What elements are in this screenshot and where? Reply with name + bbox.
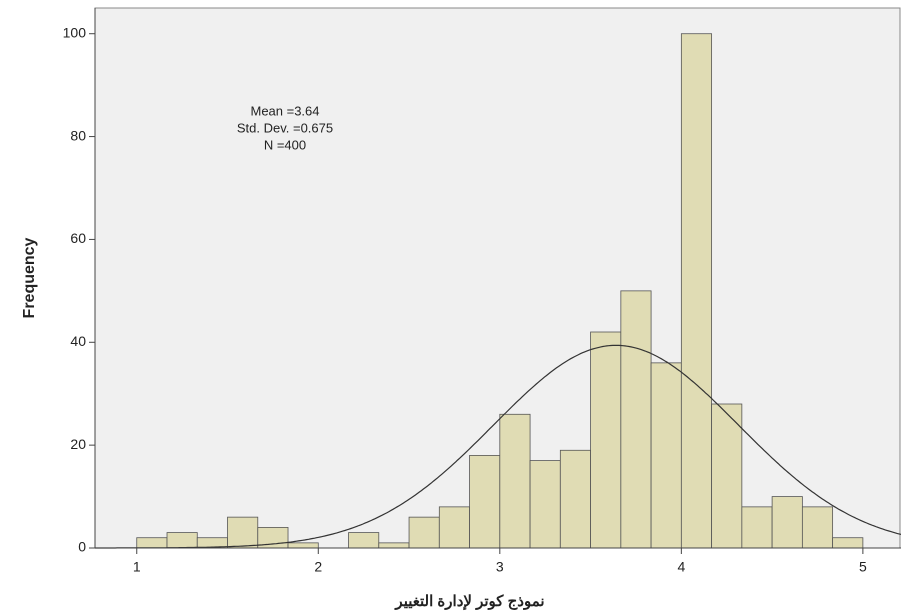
normal-curve <box>95 344 901 549</box>
bar <box>287 542 319 549</box>
bar <box>136 537 168 549</box>
bar <box>348 532 380 549</box>
y-tick-label: 20 <box>70 436 86 452</box>
bar <box>469 455 501 549</box>
x-tick-label: 4 <box>677 559 685 575</box>
bar <box>590 331 622 549</box>
bar <box>741 506 773 549</box>
bar <box>771 496 803 549</box>
y-tick-label: 0 <box>78 539 86 555</box>
stat-label: N =400 <box>264 137 306 152</box>
stat-label: Mean =3.64 <box>250 103 319 118</box>
y-tick-label: 40 <box>70 333 86 349</box>
bar <box>711 403 743 549</box>
stat-label: Std. Dev. =0.675 <box>237 120 333 135</box>
bar <box>227 516 259 549</box>
y-tick-label: 80 <box>70 127 86 143</box>
bar <box>166 532 198 549</box>
bar <box>438 506 470 549</box>
x-tick-label: 1 <box>133 559 141 575</box>
y-tick-label: 60 <box>70 230 86 246</box>
x-tick-label: 2 <box>314 559 322 575</box>
bar <box>832 537 864 549</box>
x-axis-label: نموذج كوتر لإدارة التغيير <box>394 593 544 610</box>
bar <box>620 290 652 549</box>
bar <box>680 33 713 549</box>
bar <box>408 516 440 549</box>
x-tick-label: 5 <box>859 559 867 575</box>
y-tick-label: 100 <box>63 24 87 40</box>
bar <box>650 362 682 549</box>
bar <box>559 449 591 549</box>
bar <box>499 413 531 549</box>
bar <box>378 542 410 549</box>
bar <box>801 506 834 549</box>
x-tick-label: 3 <box>496 559 504 575</box>
y-axis-label: Frequency <box>21 237 38 318</box>
bar <box>529 460 561 549</box>
